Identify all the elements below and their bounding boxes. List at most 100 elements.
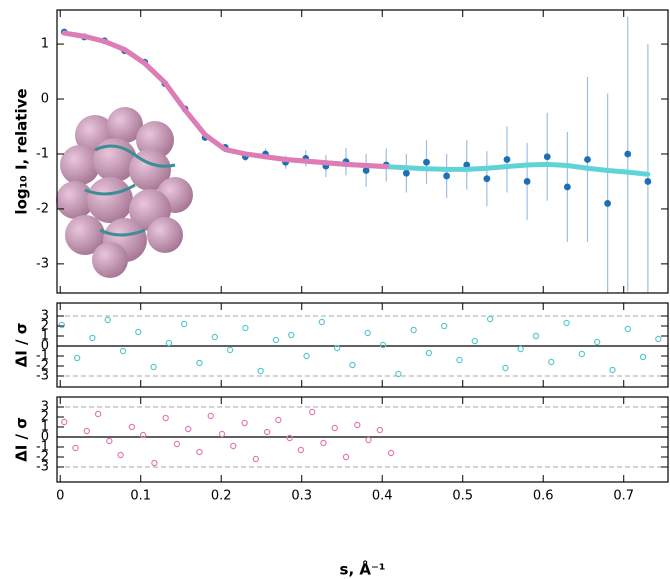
residual-point <box>196 448 203 456</box>
residual-point <box>365 436 372 444</box>
residual-point <box>72 444 79 452</box>
x-tick-label: 0.7 <box>613 489 634 504</box>
y-axis-label: ΔI / σ <box>13 323 31 368</box>
residual-point <box>106 437 113 445</box>
residual-point <box>128 423 136 431</box>
residual-point <box>395 370 402 378</box>
residual-point <box>441 322 448 330</box>
residual-point <box>333 344 341 352</box>
residual-point <box>578 350 586 358</box>
residual-point <box>185 425 192 433</box>
y-tick-label: -3 <box>36 369 49 384</box>
y-tick-label: -1 <box>36 146 49 161</box>
data-point <box>624 150 632 158</box>
y-tick-label: -3 <box>36 460 49 475</box>
y-tick-label: -3 <box>36 256 49 271</box>
residual-point <box>58 321 66 329</box>
plot-area <box>57 406 668 468</box>
x-tick-label: 0 <box>56 489 64 504</box>
y-tick-label: -2 <box>36 201 49 216</box>
panel-frame <box>56 302 669 388</box>
y-tick-label: -1 <box>36 349 49 364</box>
x-axis-label: s, Å⁻¹ <box>340 560 386 579</box>
residual-point <box>257 367 264 375</box>
residual-point <box>517 345 524 353</box>
y-tick-label: 3 <box>41 400 49 415</box>
residual-point <box>387 449 395 457</box>
y-tick-label: 2 <box>41 319 49 334</box>
y-tick-label: -2 <box>36 359 49 374</box>
data-point <box>584 156 591 163</box>
residual-point <box>593 338 601 346</box>
x-tick-label: 0.5 <box>452 489 473 504</box>
data-point <box>644 178 652 185</box>
residual-point <box>139 431 147 439</box>
residual-point <box>609 366 616 374</box>
residual-point <box>207 412 214 420</box>
residual-point <box>119 347 127 355</box>
data-point <box>523 178 531 185</box>
residual-point <box>218 430 226 438</box>
residual-point <box>263 428 271 436</box>
y-tick-label: 1 <box>41 420 49 435</box>
y-tick-label: -1 <box>36 440 49 455</box>
residual-point <box>242 324 249 332</box>
residual-point <box>376 426 384 434</box>
y-tick-label: -2 <box>36 450 49 465</box>
data-point <box>543 153 551 161</box>
y-axis-label: ΔI / σ <box>13 417 31 462</box>
data-point <box>423 158 430 166</box>
x-tick-label: 0.2 <box>211 489 232 504</box>
residual-point <box>425 349 433 357</box>
y-tick-label: 0 <box>41 339 49 354</box>
data-point <box>563 183 571 191</box>
protein-illustration <box>56 107 193 278</box>
residual-point <box>379 341 387 349</box>
residual-point <box>162 414 169 422</box>
residual-point <box>226 346 234 354</box>
residual-point <box>230 442 237 450</box>
residual-point <box>349 361 356 369</box>
fit-line <box>61 30 389 170</box>
y-tick-label: 1 <box>41 329 49 344</box>
residual-point <box>303 352 310 360</box>
y-tick-label: 3 <box>41 309 49 324</box>
residual-point <box>486 315 494 323</box>
data-point <box>402 169 410 177</box>
residual-point <box>563 319 570 327</box>
residual-point <box>410 326 417 334</box>
residual-point <box>297 446 305 454</box>
residual-point <box>624 325 631 333</box>
residual-point <box>180 320 188 328</box>
residual-point <box>135 328 142 336</box>
residual-point <box>272 336 280 344</box>
residual-point <box>308 408 316 416</box>
y-axis-label: log₁₀ I, relative <box>13 88 31 214</box>
residual-point <box>61 418 68 426</box>
residual-point <box>639 353 647 361</box>
residual-point <box>364 329 371 337</box>
residual-point <box>73 354 81 362</box>
residual-point <box>532 332 540 340</box>
x-tick-label: 0.4 <box>372 489 393 504</box>
residual-point <box>456 356 463 364</box>
residual-point <box>342 453 350 461</box>
residual-point <box>165 339 173 347</box>
data-point <box>443 172 451 180</box>
y-tick-label: 2 <box>41 410 49 425</box>
data-point <box>483 175 491 183</box>
residual-point <box>318 318 326 326</box>
residual-point <box>288 331 295 339</box>
residual-point <box>502 364 509 372</box>
residual-point <box>241 419 248 427</box>
residual-point <box>331 424 338 432</box>
residual-point <box>196 359 203 367</box>
residual-point <box>275 416 282 424</box>
x-tick-label: 0.6 <box>533 489 554 504</box>
residual-point <box>94 410 102 418</box>
x-tick-label: 0.3 <box>291 489 312 504</box>
residual-point <box>151 459 158 467</box>
residual-point <box>211 333 218 341</box>
